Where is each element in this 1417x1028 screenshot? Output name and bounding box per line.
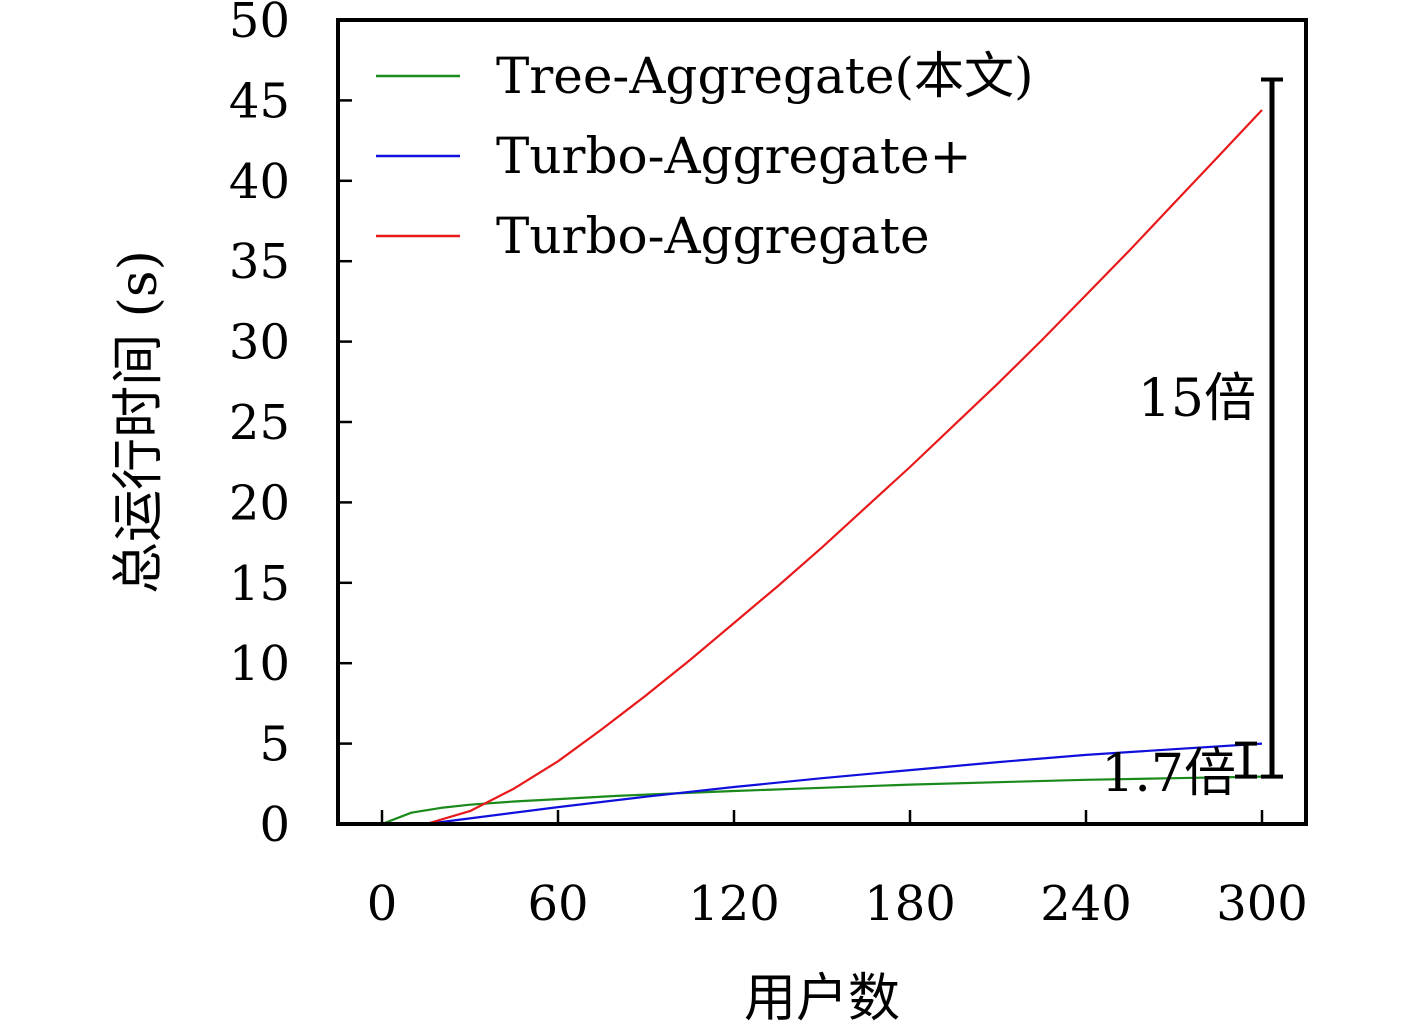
- annotation-label-1: 1.7倍: [1101, 744, 1236, 804]
- y-tick-label: 15: [229, 556, 290, 612]
- y-tick-label: 20: [229, 475, 290, 531]
- y-tick-label: 0: [259, 797, 290, 853]
- annotations-layer: 15倍 1.7倍: [1101, 77, 1283, 804]
- ticks-layer: 0 60 120 180 240 300 0 5 10 15 20 25 30 35 40 45 50: [229, 0, 1308, 932]
- x-tick-label: 0: [367, 876, 398, 932]
- y-tick-label: 50: [229, 0, 290, 49]
- x-tick-label: 60: [527, 876, 588, 932]
- legend-label-0: Tree-Aggregate(本文): [496, 47, 1033, 105]
- x-tick-label: 120: [688, 876, 780, 932]
- annotation-label-0: 15倍: [1138, 369, 1256, 429]
- legend-label-1: Turbo-Aggregate+: [496, 127, 971, 185]
- legend: Tree-Aggregate(本文) Turbo-Aggregate+ Turbo-…: [376, 47, 1033, 265]
- x-tick-label: 180: [864, 876, 956, 932]
- series-layer: [381, 109, 1263, 826]
- y-tick-label: 40: [229, 154, 290, 210]
- legend-label-2: Turbo-Aggregate: [496, 207, 930, 265]
- x-tick-label: 300: [1216, 876, 1308, 932]
- series-line-1: [425, 742, 1263, 826]
- y-tick-label: 5: [259, 717, 290, 773]
- y-tick-label: 30: [229, 315, 290, 371]
- y-tick-label: 10: [229, 636, 290, 692]
- y-tick-label: 25: [229, 395, 290, 451]
- y-tick-label: 45: [229, 73, 290, 129]
- y-tick-label: 35: [229, 234, 290, 290]
- series-line-2: [425, 109, 1263, 826]
- x-axis-title: 用户数: [744, 969, 900, 1028]
- y-axis-title: 总运行时间 (s): [109, 250, 169, 594]
- x-tick-label: 240: [1040, 876, 1132, 932]
